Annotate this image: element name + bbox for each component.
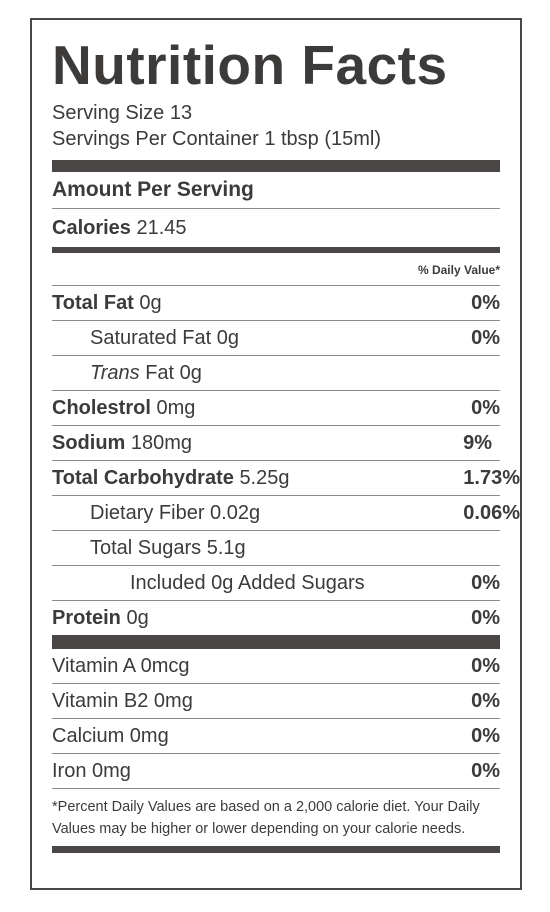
daily-value-header: % Daily Value* <box>417 263 500 277</box>
vitamin-b2-label: Vitamin B2 0mg <box>52 690 193 712</box>
added-sugars-dv: 0% <box>471 572 500 594</box>
total-fat-dv: 0% <box>471 292 500 314</box>
saturated-fat-label: Saturated Fat 0g <box>90 327 239 349</box>
total-fat-label: Total Fat <box>52 292 134 314</box>
trans-fat-italic: Trans <box>90 362 140 384</box>
vitamin-a-row: Vitamin A 0mcg 0% <box>52 649 500 684</box>
dietary-fiber-row: Dietary Fiber 0.02g 0.06% <box>52 496 520 531</box>
protein-row: Protein 0g 0% <box>52 601 500 635</box>
vitamins-divider <box>52 635 500 649</box>
saturated-fat-dv: 0% <box>471 327 500 349</box>
cholesterol-dv: 0% <box>471 397 500 419</box>
saturated-fat-row: Saturated Fat 0g 0% <box>52 321 500 356</box>
total-carbohydrate-row: Total Carbohydrate 5.25g 1.73% <box>52 461 520 496</box>
protein-dv: 0% <box>471 607 500 629</box>
calcium-dv: 0% <box>471 725 500 747</box>
servings-per-container: Servings Per Container 1 tbsp (15ml) <box>52 128 382 150</box>
added-sugars-label: Included 0g Added Sugars <box>130 572 365 594</box>
medium-divider <box>52 247 500 253</box>
dietary-fiber-label: Dietary Fiber 0.02g <box>90 502 261 524</box>
calories-value: 21.45 <box>136 217 187 239</box>
nutrition-label: Nutrition Facts Serving Size 13 Servings… <box>30 18 522 890</box>
trans-fat-row: Trans Fat 0g <box>52 356 500 391</box>
vitamin-b2-dv: 0% <box>471 690 500 712</box>
iron-row: Iron 0mg 0% <box>52 754 500 789</box>
total-carbohydrate-label: Total Carbohydrate <box>52 467 234 489</box>
sodium-dv: 9% <box>463 432 492 454</box>
cholesterol-label: Cholestrol <box>52 397 151 419</box>
added-sugars-row: Included 0g Added Sugars 0% <box>52 566 500 601</box>
calcium-label: Calcium 0mg <box>52 725 169 747</box>
sodium-row: Sodium 180mg 9% <box>52 426 500 461</box>
vitamin-b2-row: Vitamin B2 0mg 0% <box>52 684 500 719</box>
serving-size: Serving Size 13 <box>52 102 193 124</box>
nutrition-label-inner: Nutrition Facts Serving Size 13 Servings… <box>52 20 520 888</box>
protein-label: Protein <box>52 607 121 629</box>
bottom-divider <box>52 846 500 853</box>
amount-per-serving: Amount Per Serving <box>52 172 500 209</box>
cholesterol-row: Cholestrol 0mg 0% <box>52 391 500 426</box>
footnote: *Percent Daily Values are based on a 2,0… <box>52 799 480 837</box>
total-fat-row: Total Fat 0g 0% <box>52 286 500 321</box>
vitamin-a-label: Vitamin A 0mcg <box>52 655 190 677</box>
vitamin-a-dv: 0% <box>471 655 500 677</box>
label-title: Nutrition Facts <box>52 34 448 96</box>
daily-value-header-row: % Daily Value* <box>52 253 500 286</box>
iron-dv: 0% <box>471 760 500 782</box>
calories-label: Calories <box>52 217 131 239</box>
total-fat-amount: 0g <box>139 292 162 314</box>
total-sugars-row: Total Sugars 5.1g <box>52 531 500 566</box>
total-sugars-label: Total Sugars 5.1g <box>90 537 246 559</box>
sodium-label: Sodium <box>52 432 126 454</box>
calcium-row: Calcium 0mg 0% <box>52 719 500 754</box>
cholesterol-amount: 0mg <box>156 397 196 419</box>
trans-fat-label: Fat 0g <box>145 362 202 384</box>
total-carbohydrate-amount: 5.25g <box>239 467 290 489</box>
dietary-fiber-dv: 0.06% <box>463 502 520 524</box>
thick-divider <box>52 160 500 172</box>
calories-row: Calories 21.45 <box>52 209 500 247</box>
iron-label: Iron 0mg <box>52 760 131 782</box>
total-carbohydrate-dv: 1.73% <box>463 467 520 489</box>
sodium-amount: 180mg <box>130 432 193 454</box>
protein-amount: 0g <box>126 607 149 629</box>
